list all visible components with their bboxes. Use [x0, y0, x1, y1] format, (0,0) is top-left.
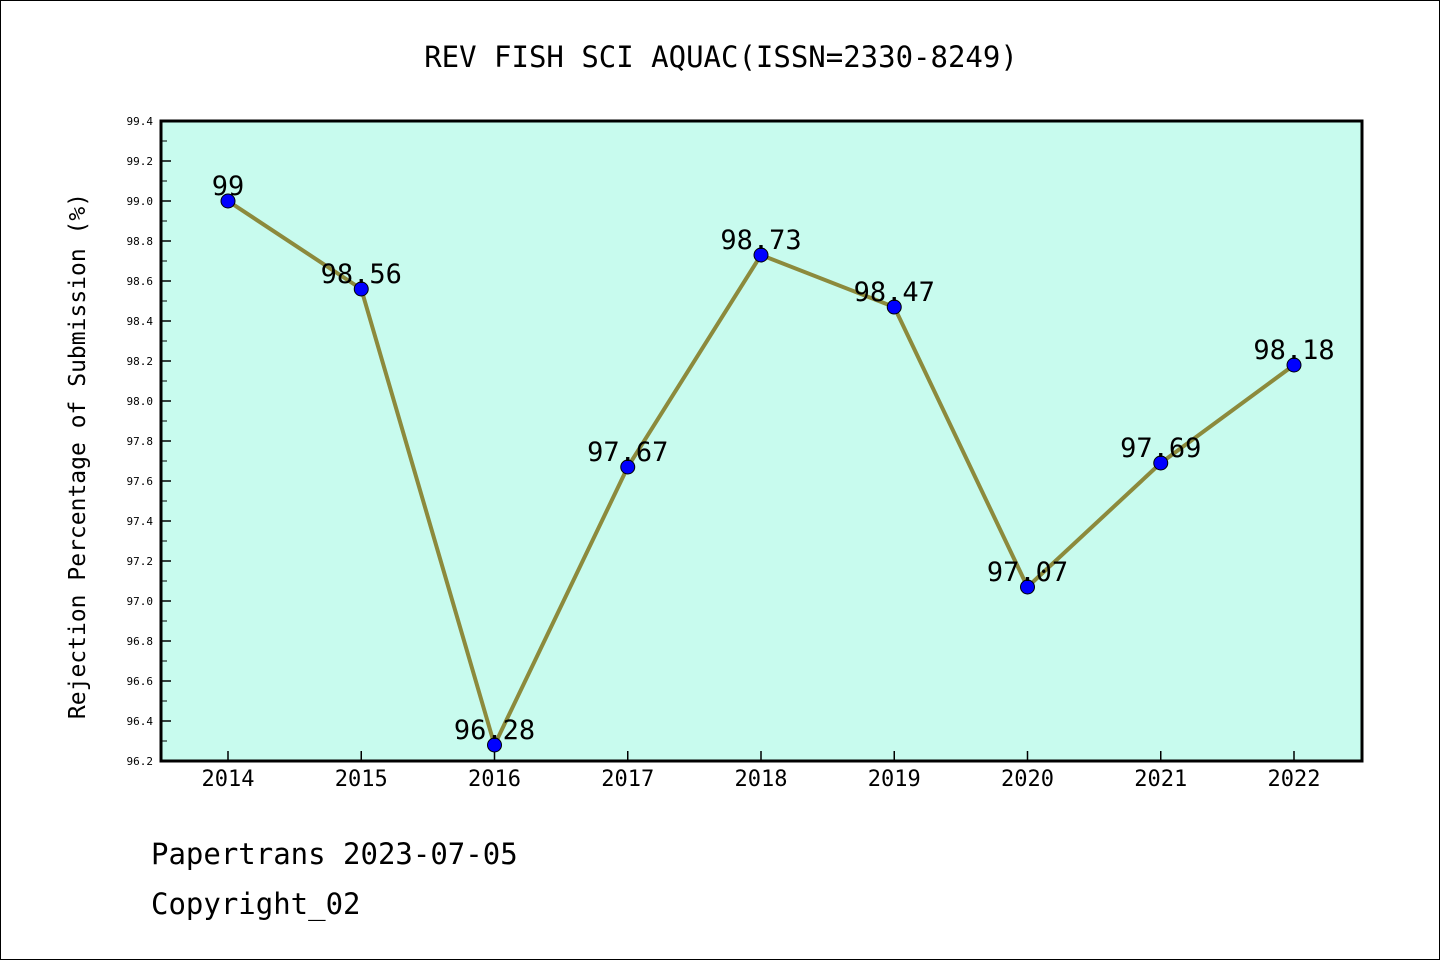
data-point — [1020, 579, 1035, 595]
data-label: 99 — [212, 171, 245, 202]
data-point — [353, 281, 369, 297]
y-tick-label: 98.0 — [127, 395, 154, 408]
y-tick-label: 97.2 — [127, 555, 154, 568]
data-point — [886, 299, 902, 315]
y-tick-label: 99.0 — [127, 195, 154, 208]
y-tick-label: 98.6 — [127, 275, 154, 288]
x-tick-label: 2014 — [202, 767, 255, 792]
y-tick-label: 99.4 — [127, 115, 154, 128]
data-label: 98.56 — [321, 259, 402, 290]
data-label: 97.07 — [987, 557, 1068, 588]
x-tick-label: 2015 — [335, 767, 388, 792]
y-tick-label: 97.6 — [127, 475, 154, 488]
footer-date-text: Papertrans 2023-07-05 — [151, 837, 518, 871]
data-label: 98.18 — [1253, 335, 1334, 366]
x-tick-label: 2016 — [468, 767, 521, 792]
y-tick-label: 97.4 — [127, 515, 154, 528]
x-tick-label: 2018 — [735, 767, 788, 792]
y-tick-label: 96.6 — [127, 675, 154, 688]
data-point — [1153, 455, 1169, 471]
y-axis-label: Rejection Percentage of Submission (%) — [65, 193, 91, 719]
y-tick-label: 98.4 — [127, 315, 154, 328]
plot-frame — [159, 119, 1364, 763]
x-axis-ticks: 2014 2015 2016 2017 2018 2019 2020 2021 2022 — [202, 751, 1321, 792]
data-point — [753, 247, 769, 263]
y-tick-label: 97.0 — [127, 595, 154, 608]
data-point — [620, 459, 636, 475]
series-markers — [220, 193, 1302, 753]
data-point — [220, 193, 236, 209]
y-tick-label: 98.8 — [127, 235, 154, 248]
y-tick-label: 96.4 — [127, 715, 154, 728]
data-label: 97.67 — [587, 437, 668, 468]
y-tick-label: 97.8 — [127, 435, 154, 448]
x-tick-label: 2017 — [601, 767, 654, 792]
y-axis-ticks: 96.2 96.4 96.6 96.8 97.0 97.2 97.4 97.6 97.8 98.0… — [127, 115, 171, 768]
footer-copyright-text: Copyright_02 — [151, 887, 361, 921]
x-tick-label: 2019 — [868, 767, 921, 792]
x-tick-label: 2021 — [1134, 767, 1187, 792]
data-label: 98.73 — [720, 225, 801, 256]
x-tick-label: 2020 — [1001, 767, 1054, 792]
data-point — [1286, 357, 1302, 373]
y-tick-label: 99.2 — [127, 155, 154, 168]
plot-area — [161, 121, 1362, 761]
data-labels: 99 98.56 96.28 97.67 98.73 98.47 97.07 97.69 98.… — [212, 171, 1335, 746]
y-tick-label: 98.2 — [127, 355, 154, 368]
y-tick-label: 96.8 — [127, 635, 154, 648]
data-label: 97.69 — [1120, 433, 1201, 464]
data-point — [487, 737, 502, 753]
data-label: 98.47 — [854, 277, 935, 308]
data-label: 96.28 — [454, 715, 535, 746]
chart-title: REV FISH SCI AQUAC(ISSN=2330-8249) — [424, 40, 1018, 74]
y-tick-label: 96.2 — [127, 755, 154, 768]
x-tick-label: 2022 — [1268, 767, 1321, 792]
